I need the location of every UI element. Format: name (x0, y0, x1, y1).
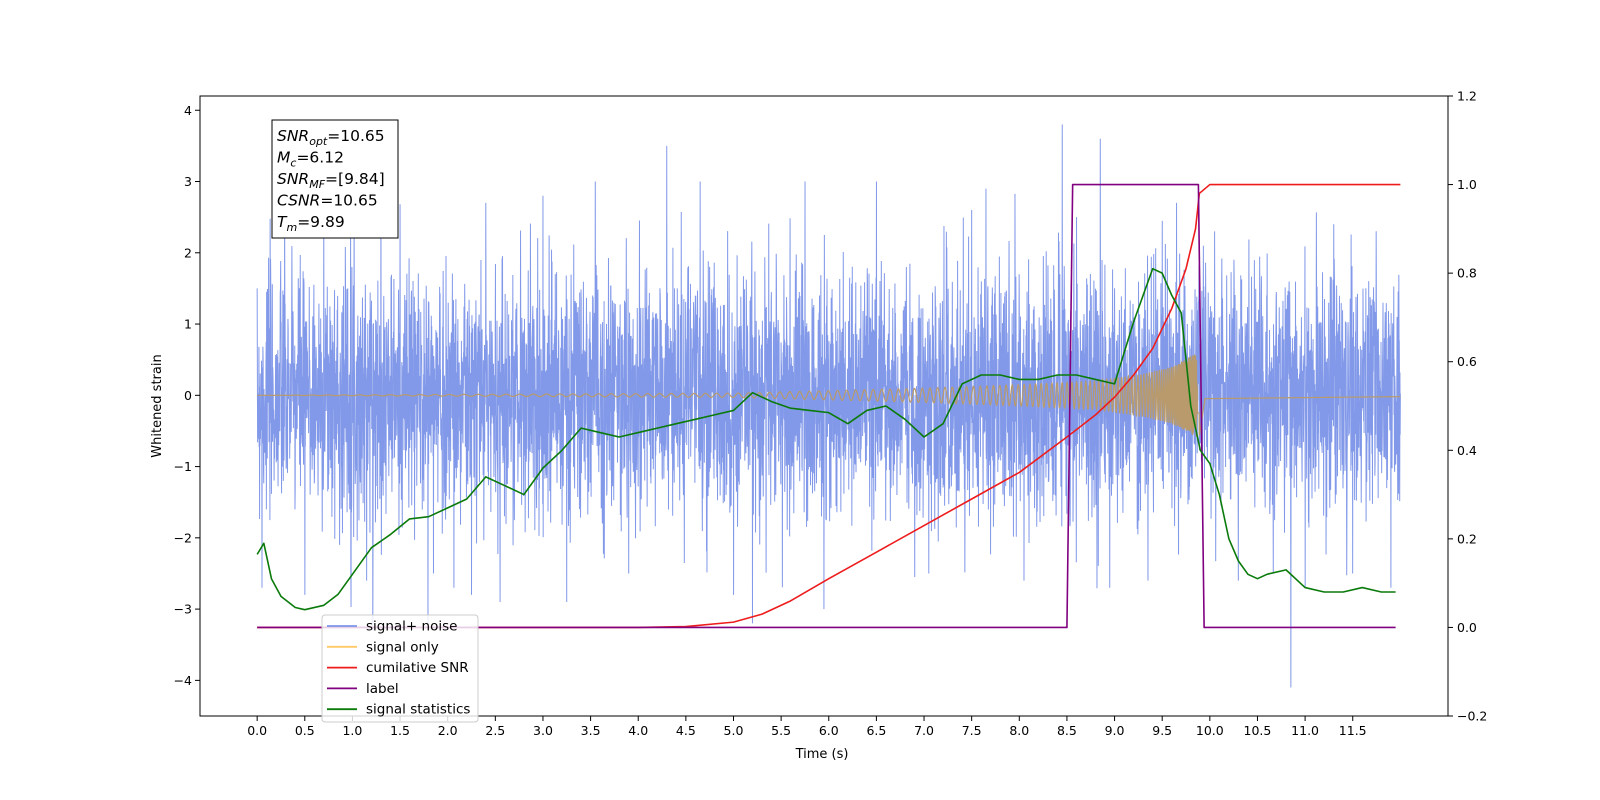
annotation-box: SNRopt=10.65Mc=6.12SNRMF=[9.84]CSNR=10.6… (271, 119, 399, 239)
x-tick-label: 3.5 (581, 723, 601, 738)
x-tick-label: 2.0 (438, 723, 458, 738)
y-left-tick-label: 1 (184, 317, 192, 332)
y-right-tick-label: 1.0 (1457, 177, 1477, 192)
x-tick-label: 0.0 (247, 723, 267, 738)
x-tick-label: 5.0 (724, 723, 744, 738)
legend-label: signal only (366, 639, 439, 655)
y-right-tick-label: 0.6 (1457, 354, 1477, 369)
annotation-line: CSNR=10.65 (277, 192, 378, 210)
y-left-tick-label: −4 (174, 673, 192, 688)
legend-frame (321, 614, 479, 723)
x-tick-label: 7.5 (962, 723, 982, 738)
legend-label: label (366, 681, 399, 697)
x-tick-label: 4.0 (628, 723, 648, 738)
x-tick-label: 1.0 (342, 723, 362, 738)
x-tick-label: 11.5 (1339, 723, 1367, 738)
x-tick-label: 1.5 (390, 723, 410, 738)
y-left-tick-label: −1 (174, 459, 192, 474)
x-tick-label: 2.5 (485, 723, 505, 738)
x-tick-label: 6.5 (866, 723, 886, 738)
annotation-line: Tm=9.89 (277, 213, 345, 234)
y-left-tick-label: −3 (174, 602, 192, 617)
y-right-tick-label: 1.2 (1457, 89, 1477, 104)
x-tick-label: 11.0 (1291, 723, 1319, 738)
y-right-tick-label: 0.2 (1457, 531, 1477, 546)
x-tick-label: 5.5 (771, 723, 791, 738)
x-tick-label: 9.5 (1152, 723, 1172, 738)
x-tick-label: 8.0 (1009, 723, 1029, 738)
x-tick-label: 10.0 (1196, 723, 1224, 738)
y-axis-title: Whitened strain (150, 354, 165, 457)
axes-frame (199, 95, 1449, 717)
y-axis-right: −0.2 0.0 0.2 0.4 0.6 0.8 1.0 1.2 (1448, 89, 1487, 724)
y-left-tick-label: 4 (184, 103, 192, 118)
legend: signal+ noise signal only cumilative SNR la… (321, 614, 479, 723)
y-left-tick-label: −2 (174, 530, 192, 545)
y-right-tick-label: −0.2 (1457, 709, 1487, 724)
y-right-tick-label: 0.0 (1457, 620, 1477, 635)
legend-label: signal statistics (366, 702, 470, 718)
x-tick-label: 6.0 (819, 723, 839, 738)
annotation-line: SNRopt=10.65 (277, 127, 385, 148)
x-tick-label: 0.5 (295, 723, 315, 738)
series-cumulative-snr (257, 183, 1401, 629)
y-left-tick-label: 0 (184, 388, 192, 403)
y-axis-left: −4 −3 −2 −1 0 1 2 3 4 (174, 103, 200, 688)
y-left-tick-label: 2 (184, 245, 192, 260)
x-axis: 0.0 0.5 1.0 1.5 2.0 2.5 3.0 3.5 4.0 4.5 5.0 5.5 6.0 6… (247, 716, 1367, 738)
series-signal-only (257, 354, 1401, 437)
x-axis-title: Time (s) (795, 747, 849, 762)
x-tick-label: 4.5 (676, 723, 696, 738)
x-tick-label: 9.0 (1105, 723, 1125, 738)
series-label (257, 183, 1396, 629)
legend-label: signal+ noise (366, 619, 457, 635)
series-signal-noise (256, 124, 1401, 688)
series-signal-statistics (256, 267, 1396, 611)
y-right-tick-label: 0.4 (1457, 443, 1477, 458)
x-tick-label: 3.0 (533, 723, 553, 738)
x-tick-label: 10.5 (1244, 723, 1272, 738)
x-tick-label: 8.5 (1057, 723, 1077, 738)
annotation-line: Mc=6.12 (277, 149, 344, 170)
x-tick-label: 7.0 (914, 723, 934, 738)
y-right-tick-label: 0.8 (1457, 266, 1477, 281)
plot-area (256, 124, 1401, 688)
y-left-tick-label: 3 (184, 174, 192, 189)
annotation-line: SNRMF=[9.84] (277, 170, 385, 191)
annotation-frame (271, 119, 399, 239)
legend-label: cumilative SNR (366, 660, 469, 676)
